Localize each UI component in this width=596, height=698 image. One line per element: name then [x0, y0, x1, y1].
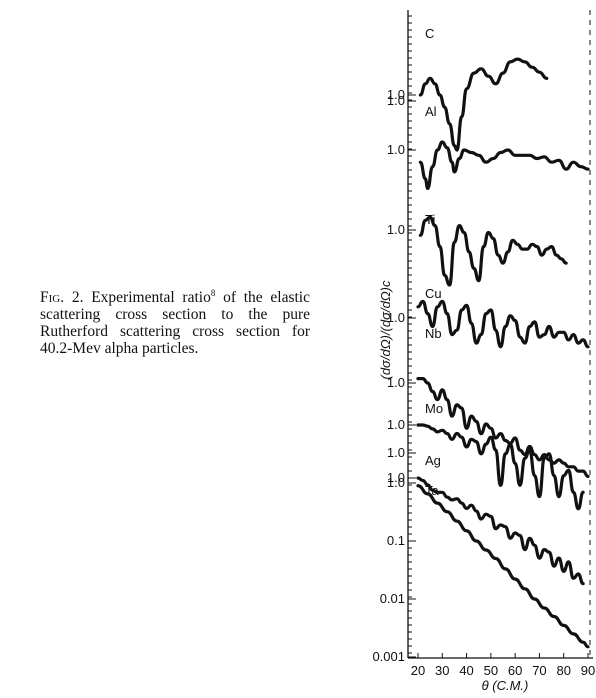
level-label: 1.0	[387, 142, 405, 157]
caption-fig-label: Fig. 2.	[40, 289, 84, 306]
series-curve-mo	[416, 423, 585, 511]
series-label-nb: Nb	[425, 326, 442, 341]
x-tick-label: 20	[411, 663, 425, 678]
level-label: 1.0	[387, 375, 405, 390]
x-tick-label: 60	[508, 663, 522, 678]
x-tick-label: 30	[435, 663, 449, 678]
series-curve-nb	[416, 377, 590, 478]
y-decade-label: 0.01	[380, 591, 405, 606]
series-curve-al	[418, 140, 590, 190]
x-tick-label: 80	[556, 663, 570, 678]
level-label: 1.0	[387, 93, 405, 108]
level-label: 1.0	[387, 222, 405, 237]
chart-labels: 20 30 40 50 60 70 80 90 θ (C.M.) (dσ/dΩ)/(dσ/dΩ)c…	[372, 26, 595, 693]
series-curve-ta	[416, 484, 590, 649]
level-label: 1.0	[387, 470, 405, 485]
series-label-cu: Cu	[425, 286, 442, 301]
level-label: 1.0	[387, 310, 405, 325]
series-curve-c	[418, 57, 549, 152]
x-axis-title: θ (C.M.)	[482, 678, 529, 693]
chart-axes	[407, 10, 593, 659]
series-label-al: Al	[425, 104, 437, 119]
level-label: 1.0	[387, 445, 405, 460]
series-label-ti: Ti	[425, 212, 435, 227]
x-tick-label: 40	[459, 663, 473, 678]
caption-text-rest: of the elastic scattering cross section …	[40, 289, 310, 357]
figure-caption: Fig. 2. Experimental ratio8 of the elast…	[40, 287, 310, 357]
series-label-mo: Mo	[425, 401, 443, 416]
y-axis-title: (dσ/dΩ)/(dσ/dΩ)c	[378, 280, 393, 380]
x-tick-label: 90	[581, 663, 595, 678]
level-label: 1.0	[387, 417, 405, 432]
series-label-ta: Ta	[425, 483, 440, 498]
series-curve-ti	[418, 215, 568, 287]
series-curve-ag	[416, 476, 585, 586]
series-label-c: C	[425, 26, 434, 41]
caption-reference: 8	[210, 287, 216, 298]
series-label-ag: Ag	[425, 453, 441, 468]
y-decade-label: 1.0	[387, 475, 405, 490]
chart-curves	[416, 57, 590, 649]
y-decade-label: 0.1	[387, 533, 405, 548]
x-tick-label: 70	[532, 663, 546, 678]
x-tick-label: 50	[484, 663, 498, 678]
level-label: 1.0	[387, 87, 405, 102]
series-curve-cu	[416, 299, 590, 349]
y-decade-label: 0.001	[372, 649, 405, 664]
caption-text-start: Experimental ratio	[91, 289, 211, 306]
